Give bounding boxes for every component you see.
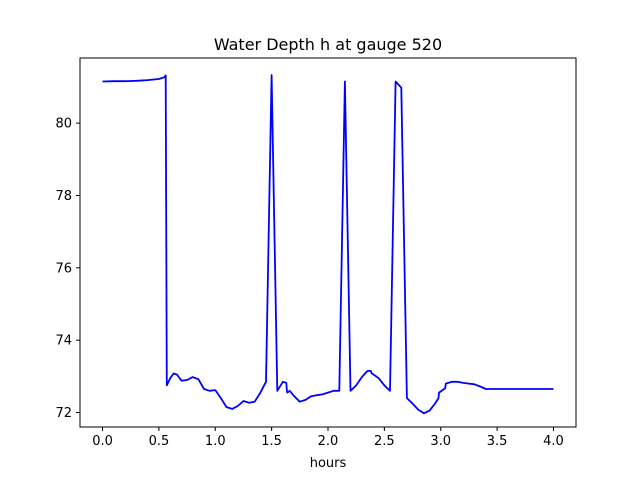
x-tick-label: 4.0 xyxy=(543,434,564,449)
axes-frame xyxy=(79,57,577,428)
x-tick-label: 0.5 xyxy=(149,434,170,449)
y-tick-label: 76 xyxy=(55,261,72,276)
x-tick-label: 3.0 xyxy=(430,434,451,449)
series-line-0 xyxy=(102,74,554,415)
x-tick-label: 1.5 xyxy=(261,434,282,449)
x-axis-ticks: 0.0 0.5 1.0 1.5 2.0 2.5 3.0 3.5 4.0 xyxy=(92,427,564,449)
x-tick-label: 3.5 xyxy=(487,434,508,449)
y-tick-label: 80 xyxy=(55,117,72,132)
y-tick-label: 78 xyxy=(55,189,72,204)
chart-title: Water Depth h at gauge 520 xyxy=(214,35,442,54)
y-tick-label: 74 xyxy=(55,334,72,349)
y-axis-ticks: 72 74 76 78 80 xyxy=(55,117,80,421)
x-tick-label: 2.5 xyxy=(374,434,395,449)
x-tick-label: 2.0 xyxy=(318,434,339,449)
y-tick-label: 72 xyxy=(55,406,72,421)
x-tick-label: 1.0 xyxy=(205,434,226,449)
plot-area xyxy=(102,74,554,415)
x-axis-label: hours xyxy=(310,456,347,471)
x-tick-label: 0.0 xyxy=(92,434,113,449)
